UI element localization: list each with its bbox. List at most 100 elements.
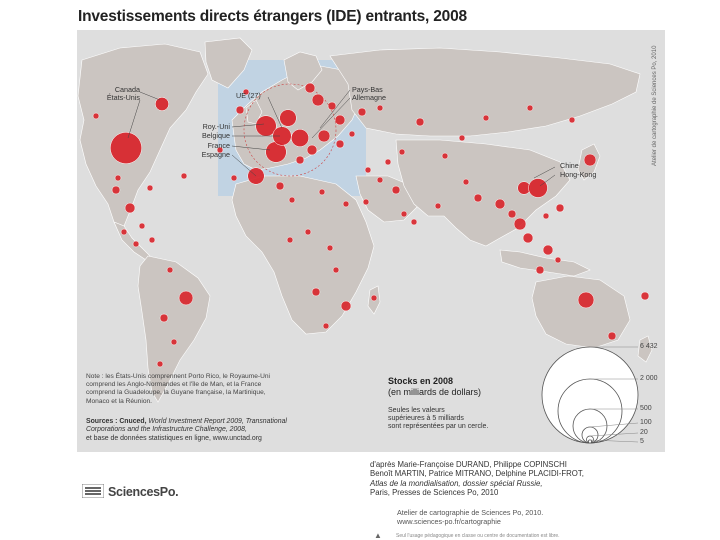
land-south-america [137,255,211,403]
circle-country-marker [120,228,128,236]
circle-hong-kong [528,178,548,198]
atelier-credit: Atelier de cartographie de Sciences Po, … [397,508,544,526]
circle-country-marker [607,331,617,341]
circle-country-marker [180,172,188,180]
circle-country-marker [391,185,401,195]
circle--tats-unis [110,132,142,164]
legend-value-5: 5 [640,438,644,445]
legend-subtitle: (en milliards de dollars) [388,387,482,397]
label-espagne: Espagne [201,150,230,159]
land-greenland [204,37,253,89]
circle-country-marker [555,203,565,213]
legend-value-100: 100 [640,419,652,426]
land-australia [531,275,631,349]
circle-country-marker [132,240,140,248]
land-south-asia [395,139,571,247]
circle-country-marker [304,82,316,94]
circle-country-marker [242,88,250,96]
label-royaume-uni: Roy.-Uni [202,122,230,131]
circle-country-marker [340,300,352,312]
circle-country-marker [178,290,194,306]
circle-country-marker [473,193,483,203]
circle-country-marker [398,148,406,156]
circle-country-marker [306,144,318,156]
circle-country-marker [554,256,562,264]
attribution: d'après Marie-Françoise DURAND, Philippe… [370,460,584,498]
legend-value-6432: 6 432 [640,343,658,350]
legend-value-20: 20 [640,429,648,436]
circle-allemagne [291,129,309,147]
circle-country-marker [327,101,337,111]
circle-country-marker [334,114,346,126]
circle-country-marker [410,218,418,226]
label-hongkong: Hong-Kong [560,170,597,179]
circle-country-marker [146,184,154,192]
land-middle-east [355,175,419,223]
circle-country-marker [348,130,356,138]
label-belgique: Belgique [202,131,230,140]
circle-country-marker [148,236,156,244]
map-title: Investissements directs étrangers (IDE) … [78,8,467,25]
circle-country-marker [295,155,305,165]
land-north-america [77,43,209,227]
circle-country-marker [304,228,312,236]
label-chine: Chine [560,161,579,170]
circle-country-marker [441,152,449,160]
label-leaders [127,89,556,187]
circle-canada [155,97,169,111]
circle-country-marker [376,104,384,112]
fdi-circles [92,82,650,368]
circle-country-marker [370,294,378,302]
circle-country-marker [522,232,534,244]
label-canada: Canada [114,85,140,94]
label-ue: UE (27) [236,91,261,100]
circle-country-marker [462,178,470,186]
circle-country-marker [288,196,296,204]
legend-value-2000: 2 000 [640,375,658,382]
legend-circle-5 [588,439,593,444]
circle-country-marker [159,313,169,323]
footnote: Seul l'usage pédagogique en classe ou ce… [396,533,560,539]
circle-country-marker [332,266,340,274]
circle-espagne [247,167,265,185]
circle-country-marker [275,181,285,191]
circle-country-marker [138,222,146,230]
circle-country-marker [542,244,554,256]
land-uk [245,99,263,125]
circle-country-marker [317,129,331,143]
circle-country-marker [311,93,325,107]
circle-country-marker [577,291,595,309]
circle-country-marker [311,287,321,297]
circle-country-marker [513,217,527,231]
land-scandinavia [283,51,323,91]
circle-country-marker [415,117,425,127]
circle-country-marker [235,105,245,115]
circle-country-marker [216,146,224,154]
circle-country-marker [230,174,238,182]
circle-country-marker [400,210,408,218]
circle-country-marker [640,291,650,301]
circle-country-marker [542,212,550,220]
circle-country-marker [111,185,121,195]
logo-mark-icon [82,484,104,498]
eu-ring [243,83,337,177]
circle-country-marker [384,158,392,166]
land-russia [329,47,641,137]
legend-leader-lines [589,346,639,443]
circle-royaume-uni [255,115,277,137]
map-sources: Sources : Cnuced, World Investment Repor… [86,418,287,442]
circle-country-marker [92,112,100,120]
map-note: Note : les États-Unis comprennent Porto … [86,373,270,405]
circle-country-marker [357,107,367,117]
legend-title: Stocks en 2008 [388,376,454,386]
circle-country-marker [458,134,466,142]
circle-country-marker [286,236,294,244]
circle-country-marker [322,322,330,330]
circle-country-marker [170,338,178,346]
circle-country-marker [326,244,334,252]
circle-country-marker [583,153,597,167]
circle-country-marker [362,198,370,206]
circle-country-marker [482,114,490,122]
label-usa: États-Unis [106,93,140,102]
